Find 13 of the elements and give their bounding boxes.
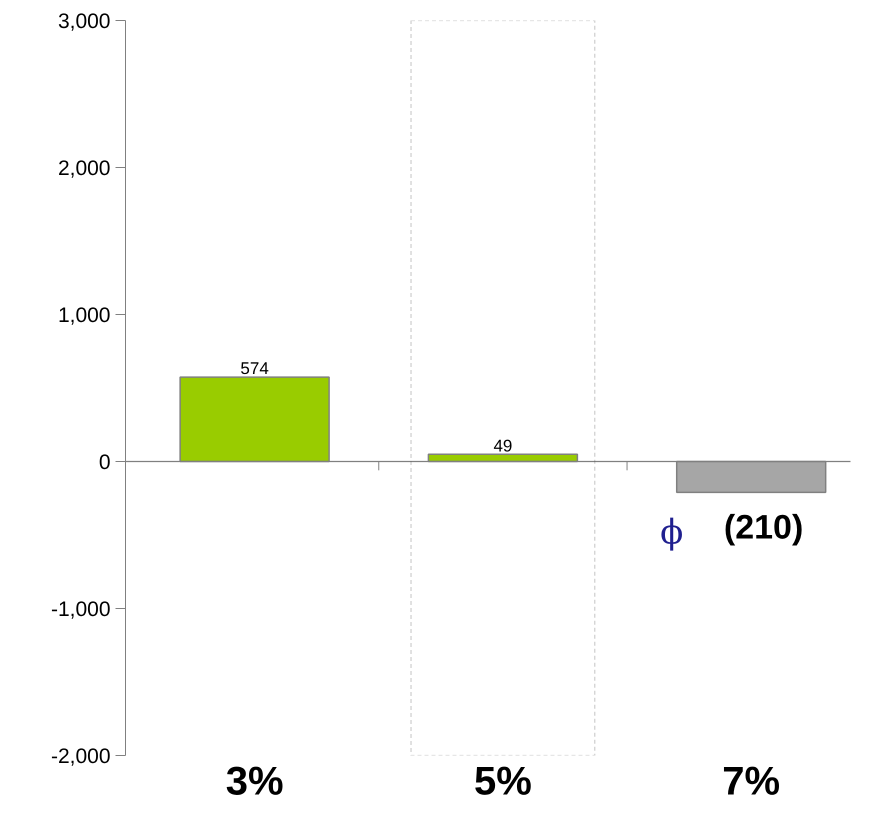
y-tick-label: 0: [98, 451, 111, 474]
x-tick-label: 5%: [474, 760, 532, 804]
y-tick-label: -2,000: [50, 745, 110, 768]
y-tick-label: -1,000: [50, 598, 110, 621]
y-tick-label: 1,000: [58, 304, 111, 327]
y-tick-label: 2,000: [58, 157, 111, 180]
x-tick-label: 3%: [226, 760, 284, 804]
data-label: 49: [493, 436, 512, 456]
data-label: 574: [240, 359, 269, 378]
annotation: ϕ: [660, 512, 684, 552]
x-tick-label: 7%: [722, 760, 780, 804]
y-tick-label: 3,000: [58, 10, 111, 33]
data-label: (210): [724, 508, 804, 546]
